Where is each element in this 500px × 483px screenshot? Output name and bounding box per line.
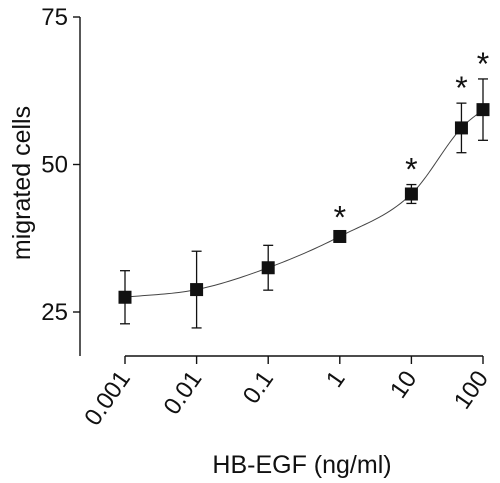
y-axis-label: migrated cells: [8, 106, 36, 260]
data-point: [454, 121, 468, 135]
data-point: [333, 229, 347, 243]
data-point: [476, 103, 490, 117]
fit-curve-group: [124, 109, 484, 298]
x-tick-label: 1: [321, 366, 351, 392]
x-tick-label: 0.01: [159, 366, 208, 420]
significance-star: *: [405, 152, 417, 188]
y-tick-label: 50: [41, 152, 68, 179]
data-point: [261, 261, 275, 275]
significance-markers: * * * *: [334, 46, 490, 235]
data-point: [118, 290, 132, 304]
axes: 25 50 75 0.001 0.01 0.1 1 10 100: [41, 4, 494, 431]
data-point: [190, 283, 204, 297]
x-tick-label: 0.1: [238, 366, 279, 409]
fit-curve: [124, 109, 484, 298]
y-tick-label: 25: [41, 299, 68, 326]
significance-star: *: [477, 46, 489, 82]
x-tick-label: 0.001: [79, 366, 136, 431]
x-tick-label: 100: [449, 366, 494, 414]
x-tick-label: 10: [385, 366, 422, 403]
y-tick-label: 75: [41, 4, 68, 31]
data-points: [118, 78, 490, 329]
x-axis-label: HB-EGF (ng/ml): [212, 451, 391, 479]
data-point: [404, 187, 418, 201]
significance-star: *: [455, 70, 467, 106]
significance-star: *: [334, 199, 346, 235]
